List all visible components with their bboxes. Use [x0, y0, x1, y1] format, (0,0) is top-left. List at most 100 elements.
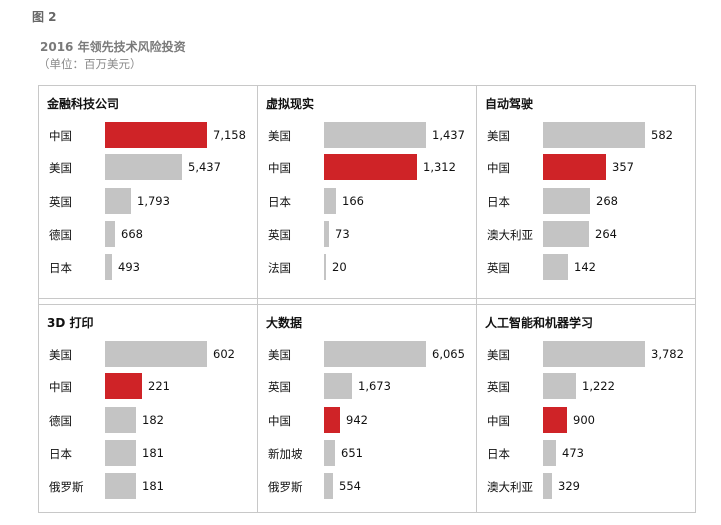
value-label: 6,065 [432, 347, 465, 361]
category-label: 日本 [268, 195, 291, 209]
value-label: 651 [341, 446, 363, 460]
divider [39, 298, 695, 299]
panel-title: 3D 打印 [47, 316, 94, 330]
bar-row: 日本 493 [39, 254, 258, 284]
chart-grid: 金融科技公司 中国 7,158 美国 5,437 英国 1,793 德国 668 日本 493 虚拟现… [38, 85, 696, 513]
bar-row: 中国 1,312 [258, 154, 477, 184]
bar [324, 188, 336, 214]
value-label: 20 [332, 260, 347, 274]
category-label: 德国 [49, 228, 72, 242]
category-label: 美国 [268, 129, 291, 143]
category-label: 中国 [49, 380, 72, 394]
divider [476, 86, 477, 512]
category-label: 美国 [49, 161, 72, 175]
bar [543, 473, 552, 499]
value-label: 900 [573, 413, 595, 427]
value-label: 3,782 [651, 347, 684, 361]
bar [105, 341, 207, 367]
category-label: 日本 [49, 447, 72, 461]
bar-row: 美国 582 [477, 122, 696, 152]
category-label: 美国 [487, 348, 510, 362]
value-label: 7,158 [213, 128, 246, 142]
value-label: 181 [142, 479, 164, 493]
value-label: 264 [595, 227, 617, 241]
bar-row: 澳大利亚 329 [477, 473, 696, 503]
category-label: 美国 [487, 129, 510, 143]
bar-row: 日本 181 [39, 440, 258, 470]
bar [543, 122, 645, 148]
value-label: 668 [121, 227, 143, 241]
bar-row: 日本 268 [477, 188, 696, 218]
bar-row: 英国 1,673 [258, 373, 477, 403]
panel-title: 人工智能和机器学习 [485, 316, 594, 330]
category-label: 法国 [268, 261, 291, 275]
bar [105, 407, 136, 433]
value-label: 602 [213, 347, 235, 361]
category-label: 英国 [268, 380, 291, 394]
bar-row: 俄罗斯 181 [39, 473, 258, 503]
bar-row: 中国 7,158 [39, 122, 258, 152]
bar [105, 221, 115, 247]
category-label: 中国 [487, 161, 510, 175]
bar [543, 154, 606, 180]
bar-row: 法国 20 [258, 254, 477, 284]
category-label: 澳大利亚 [487, 480, 533, 494]
bar [105, 154, 182, 180]
bar-row: 日本 166 [258, 188, 477, 218]
bar-row: 德国 668 [39, 221, 258, 251]
bar-row: 美国 602 [39, 341, 258, 371]
bar [543, 440, 556, 466]
value-label: 5,437 [188, 160, 221, 174]
bar [105, 473, 136, 499]
category-label: 中国 [268, 414, 291, 428]
bar [324, 221, 329, 247]
chart-panel: 3D 打印 美国 602 中国 221 德国 182 日本 181 俄罗斯 181 [39, 305, 258, 515]
bar-row: 美国 1,437 [258, 122, 477, 152]
bar-row: 中国 942 [258, 407, 477, 437]
bar-row: 俄罗斯 554 [258, 473, 477, 503]
category-label: 俄罗斯 [49, 480, 84, 494]
bar-row: 美国 5,437 [39, 154, 258, 184]
value-label: 582 [651, 128, 673, 142]
category-label: 日本 [487, 195, 510, 209]
bar [105, 440, 136, 466]
category-label: 英国 [49, 195, 72, 209]
category-label: 中国 [487, 414, 510, 428]
value-label: 554 [339, 479, 361, 493]
bar-row: 美国 6,065 [258, 341, 477, 371]
bar [324, 154, 417, 180]
value-label: 493 [118, 260, 140, 274]
panel-title: 大数据 [266, 316, 303, 330]
bar [324, 473, 333, 499]
divider [257, 86, 258, 512]
value-label: 1,673 [358, 379, 391, 393]
category-label: 日本 [49, 261, 72, 275]
value-label: 166 [342, 194, 364, 208]
bar [324, 373, 352, 399]
category-label: 中国 [49, 129, 72, 143]
panel-title: 自动驾驶 [485, 97, 534, 111]
bar-row: 澳大利亚 264 [477, 221, 696, 251]
value-label: 1,793 [137, 194, 170, 208]
category-label: 美国 [268, 348, 291, 362]
value-label: 142 [574, 260, 596, 274]
bar-row: 日本 473 [477, 440, 696, 470]
bar [543, 407, 567, 433]
bar-row: 德国 182 [39, 407, 258, 437]
value-label: 268 [596, 194, 618, 208]
value-label: 1,222 [582, 379, 615, 393]
value-label: 182 [142, 413, 164, 427]
bar-row: 中国 221 [39, 373, 258, 403]
bar-row: 新加坡 651 [258, 440, 477, 470]
bar [543, 341, 645, 367]
bar [324, 254, 326, 280]
bar [543, 373, 576, 399]
value-label: 73 [335, 227, 350, 241]
panel-title: 金融科技公司 [47, 97, 120, 111]
chart-panel: 金融科技公司 中国 7,158 美国 5,437 英国 1,793 德国 668 日本 493 [39, 86, 258, 296]
panel-title: 虚拟现实 [266, 97, 315, 111]
bar [543, 254, 568, 280]
bar [324, 407, 340, 433]
bar [324, 341, 426, 367]
category-label: 英国 [487, 261, 510, 275]
